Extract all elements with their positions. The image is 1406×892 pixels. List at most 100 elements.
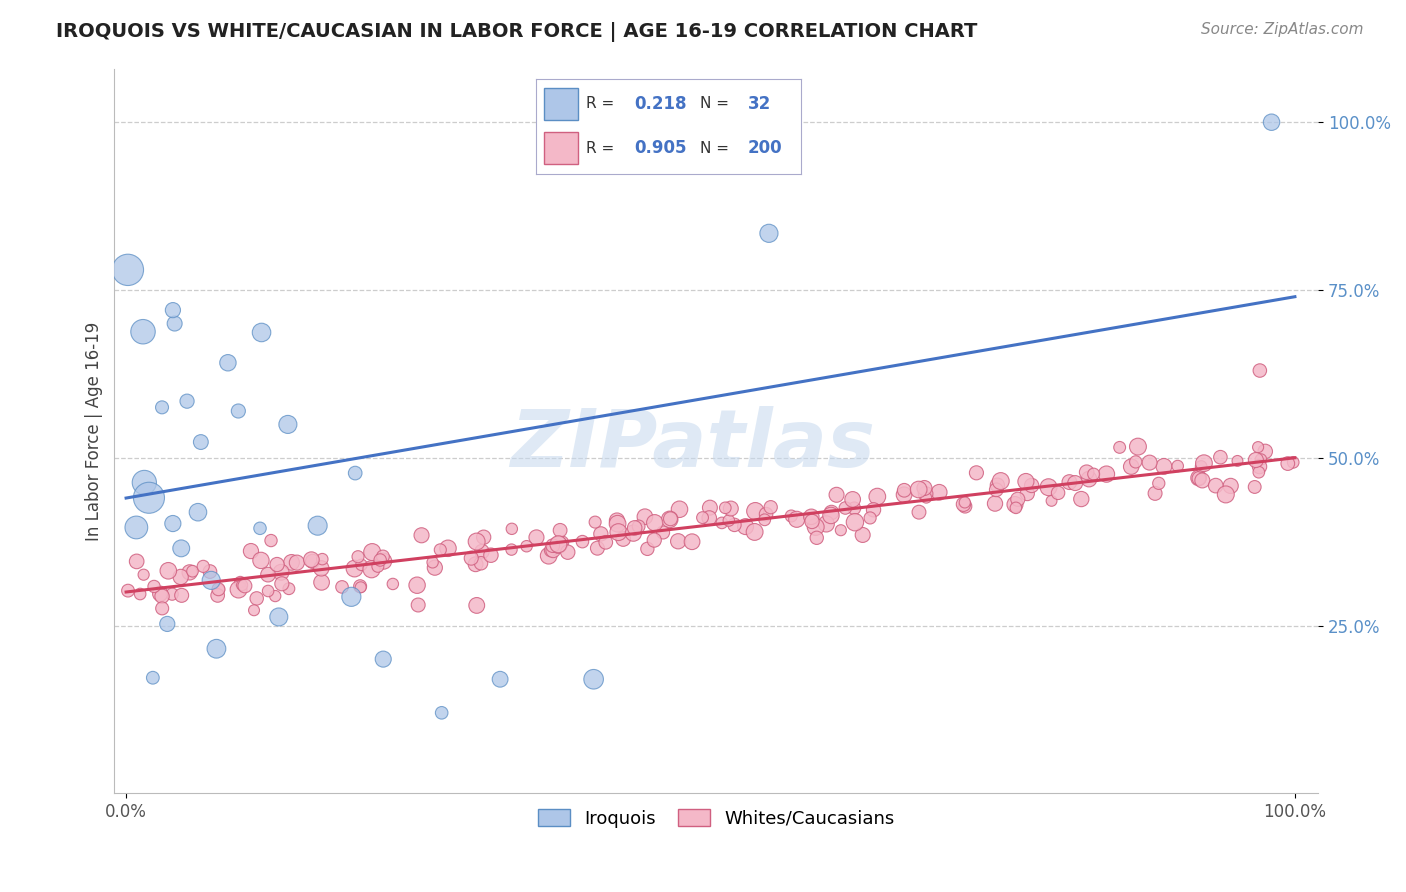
Point [859,511,882,525]
Point [429,542,451,557]
Point [710,516,733,530]
Point [285,556,308,570]
Point [501,522,523,536]
Point [1076,465,1098,479]
Point [541,541,564,556]
Point [489,672,512,686]
Point [160,587,183,601]
Point [1277,457,1299,471]
Point [1247,465,1270,479]
Point [231,578,253,592]
Point [1038,480,1060,494]
Point [952,497,974,511]
Point [205,641,228,656]
Point [1040,494,1063,508]
Point [207,589,229,603]
Point [138,491,160,505]
Point [149,587,172,601]
Point [1247,440,1270,454]
Point [547,538,569,552]
Point [516,539,538,553]
Point [1260,115,1282,129]
Point [163,317,186,331]
Point [758,227,780,241]
Point [786,512,808,526]
Point [125,554,148,568]
Point [465,534,488,549]
Text: Source: ZipAtlas.com: Source: ZipAtlas.com [1201,22,1364,37]
Point [1070,491,1092,506]
Point [699,500,721,515]
Point [264,589,287,603]
Point [344,466,367,480]
Point [953,495,976,509]
Point [540,543,562,558]
Point [1192,456,1215,470]
Point [422,555,444,569]
Point [250,326,273,340]
Point [228,404,250,418]
Point [834,500,856,515]
Point [720,501,742,516]
Point [125,520,148,534]
Point [270,566,292,580]
Point [162,516,184,531]
Point [986,478,1008,492]
Point [208,582,231,597]
Point [228,582,250,597]
Point [754,513,776,527]
Point [697,511,720,525]
Point [472,530,495,544]
Point [1017,486,1039,500]
Point [800,509,823,524]
Point [170,570,193,584]
Point [759,500,782,515]
Point [1007,492,1029,507]
Point [1189,459,1212,474]
Point [150,589,173,603]
Point [636,541,658,556]
Point [1004,498,1026,512]
Point [270,576,292,591]
Point [744,504,766,518]
Point [411,528,433,542]
Point [844,501,866,516]
Point [652,525,675,540]
Point [1139,456,1161,470]
Point [367,559,389,574]
Point [658,512,681,526]
Point [990,474,1012,488]
Point [132,567,155,582]
Point [681,534,703,549]
Point [571,534,593,549]
Point [548,524,571,538]
Point [257,584,280,599]
Point [907,483,929,497]
Point [343,561,366,575]
Point [953,500,976,514]
Point [277,417,299,432]
Point [547,537,569,551]
Point [607,525,630,540]
Point [965,466,987,480]
Point [1188,471,1211,485]
Point [912,481,935,495]
Point [666,534,689,549]
Point [117,263,139,277]
Point [190,435,212,450]
Point [360,562,382,576]
Point [526,530,548,544]
Point [820,508,842,523]
Point [233,579,256,593]
Point [1153,459,1175,474]
Point [623,521,645,535]
Point [437,541,460,556]
Point [1188,471,1211,485]
Point [1108,441,1130,455]
Point [371,549,394,564]
Point [1125,455,1147,469]
Point [1249,363,1271,377]
Point [229,575,252,590]
Point [714,500,737,515]
Point [170,541,193,556]
